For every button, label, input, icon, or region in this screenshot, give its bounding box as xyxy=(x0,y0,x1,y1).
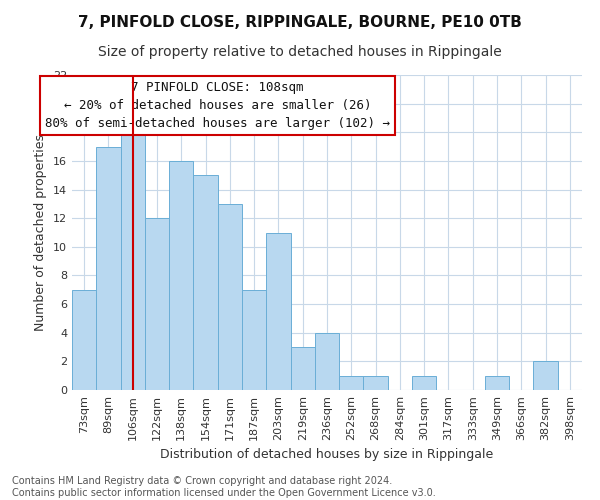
Bar xyxy=(412,376,436,390)
Bar xyxy=(121,132,145,390)
Bar xyxy=(218,204,242,390)
Bar xyxy=(364,376,388,390)
Bar xyxy=(145,218,169,390)
Bar xyxy=(339,376,364,390)
Bar xyxy=(485,376,509,390)
Bar xyxy=(96,146,121,390)
Text: 7 PINFOLD CLOSE: 108sqm
← 20% of detached houses are smaller (26)
80% of semi-de: 7 PINFOLD CLOSE: 108sqm ← 20% of detache… xyxy=(45,82,390,130)
X-axis label: Distribution of detached houses by size in Rippingale: Distribution of detached houses by size … xyxy=(160,448,494,462)
Bar xyxy=(315,332,339,390)
Bar xyxy=(533,362,558,390)
Text: 7, PINFOLD CLOSE, RIPPINGALE, BOURNE, PE10 0TB: 7, PINFOLD CLOSE, RIPPINGALE, BOURNE, PE… xyxy=(78,15,522,30)
Text: Contains HM Land Registry data © Crown copyright and database right 2024.
Contai: Contains HM Land Registry data © Crown c… xyxy=(12,476,436,498)
Bar xyxy=(266,232,290,390)
Bar xyxy=(242,290,266,390)
Bar xyxy=(72,290,96,390)
Y-axis label: Number of detached properties: Number of detached properties xyxy=(34,134,47,331)
Bar xyxy=(193,175,218,390)
Bar xyxy=(290,347,315,390)
Text: Size of property relative to detached houses in Rippingale: Size of property relative to detached ho… xyxy=(98,45,502,59)
Bar xyxy=(169,161,193,390)
